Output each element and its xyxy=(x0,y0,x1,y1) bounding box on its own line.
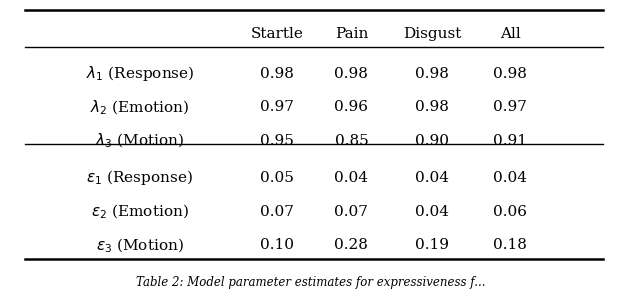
Text: 0.05: 0.05 xyxy=(260,171,294,185)
Text: All: All xyxy=(499,27,521,41)
Text: 0.07: 0.07 xyxy=(260,205,294,219)
Text: 0.98: 0.98 xyxy=(415,100,449,114)
Text: 0.19: 0.19 xyxy=(415,238,449,253)
Text: Disgust: Disgust xyxy=(403,27,462,41)
Text: 0.85: 0.85 xyxy=(335,134,368,148)
Text: 0.28: 0.28 xyxy=(335,238,368,253)
Text: 0.91: 0.91 xyxy=(493,134,527,148)
Text: 0.98: 0.98 xyxy=(493,66,527,81)
Text: 0.06: 0.06 xyxy=(493,205,527,219)
Text: 0.90: 0.90 xyxy=(415,134,449,148)
Text: 0.07: 0.07 xyxy=(335,205,368,219)
Text: 0.97: 0.97 xyxy=(260,100,294,114)
Text: 0.10: 0.10 xyxy=(260,238,294,253)
Text: 0.04: 0.04 xyxy=(493,171,527,185)
Text: $\varepsilon_1$ (Response): $\varepsilon_1$ (Response) xyxy=(86,168,193,187)
Text: 0.98: 0.98 xyxy=(260,66,294,81)
Text: 0.04: 0.04 xyxy=(415,171,449,185)
Text: Startle: Startle xyxy=(250,27,304,41)
Text: $\varepsilon_3$ (Motion): $\varepsilon_3$ (Motion) xyxy=(96,236,184,255)
Text: Pain: Pain xyxy=(335,27,368,41)
Text: 0.95: 0.95 xyxy=(260,134,294,148)
Text: 0.96: 0.96 xyxy=(335,100,368,114)
Text: 0.98: 0.98 xyxy=(415,66,449,81)
Text: 0.98: 0.98 xyxy=(335,66,368,81)
Text: 0.04: 0.04 xyxy=(335,171,368,185)
Text: 0.97: 0.97 xyxy=(493,100,527,114)
Text: 0.18: 0.18 xyxy=(493,238,527,253)
Text: $\lambda_2$ (Emotion): $\lambda_2$ (Emotion) xyxy=(90,98,190,116)
Text: 0.04: 0.04 xyxy=(415,205,449,219)
Text: $\lambda_3$ (Motion): $\lambda_3$ (Motion) xyxy=(95,132,185,150)
Text: Table 2: Model parameter estimates for expressiveness f...: Table 2: Model parameter estimates for e… xyxy=(136,276,486,289)
Text: $\lambda_1$ (Response): $\lambda_1$ (Response) xyxy=(86,64,194,83)
Text: $\varepsilon_2$ (Emotion): $\varepsilon_2$ (Emotion) xyxy=(91,203,189,221)
